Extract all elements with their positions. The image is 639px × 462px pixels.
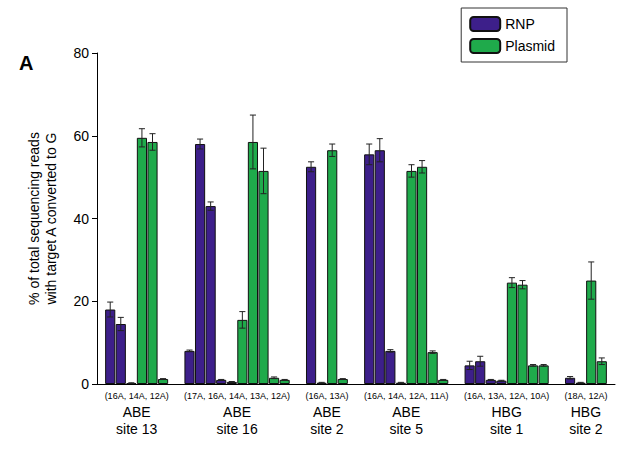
- svg-text:ABE: ABE: [392, 404, 420, 420]
- svg-text:Plasmid: Plasmid: [505, 38, 555, 54]
- svg-text:60: 60: [73, 128, 89, 144]
- svg-text:site 2: site 2: [310, 421, 344, 437]
- svg-text:(17A, 16A, 14A, 13A, 12A): (17A, 16A, 14A, 13A, 12A): [184, 391, 290, 401]
- svg-text:(16A, 14A, 12A, 11A): (16A, 14A, 12A, 11A): [364, 391, 448, 401]
- svg-text:0: 0: [81, 376, 89, 392]
- svg-text:HBG: HBG: [571, 404, 601, 420]
- svg-text:(18A, 12A): (18A, 12A): [564, 391, 607, 401]
- svg-text:40: 40: [73, 211, 89, 227]
- svg-text:RNP: RNP: [505, 16, 535, 32]
- svg-text:with target A converted to G: with target A converted to G: [43, 133, 59, 306]
- svg-text:20: 20: [73, 293, 89, 309]
- svg-text:site 16: site 16: [216, 421, 257, 437]
- svg-text:ABE: ABE: [313, 404, 341, 420]
- svg-text:ABE: ABE: [123, 404, 151, 420]
- svg-text:ABE: ABE: [223, 404, 251, 420]
- svg-text:A: A: [19, 52, 33, 74]
- svg-text:site 2: site 2: [569, 421, 603, 437]
- svg-text:HBG: HBG: [491, 404, 521, 420]
- svg-text:(16A, 13A): (16A, 13A): [305, 391, 348, 401]
- svg-text:site 1: site 1: [490, 421, 524, 437]
- svg-text:site 5: site 5: [389, 421, 423, 437]
- svg-text:(16A, 13A, 12A, 10A): (16A, 13A, 12A, 10A): [464, 391, 549, 401]
- svg-text:% of total sequencing reads: % of total sequencing reads: [26, 132, 42, 305]
- svg-text:site 13: site 13: [116, 421, 157, 437]
- svg-text:80: 80: [73, 45, 89, 61]
- svg-text:(16A, 14A, 12A): (16A, 14A, 12A): [105, 391, 169, 401]
